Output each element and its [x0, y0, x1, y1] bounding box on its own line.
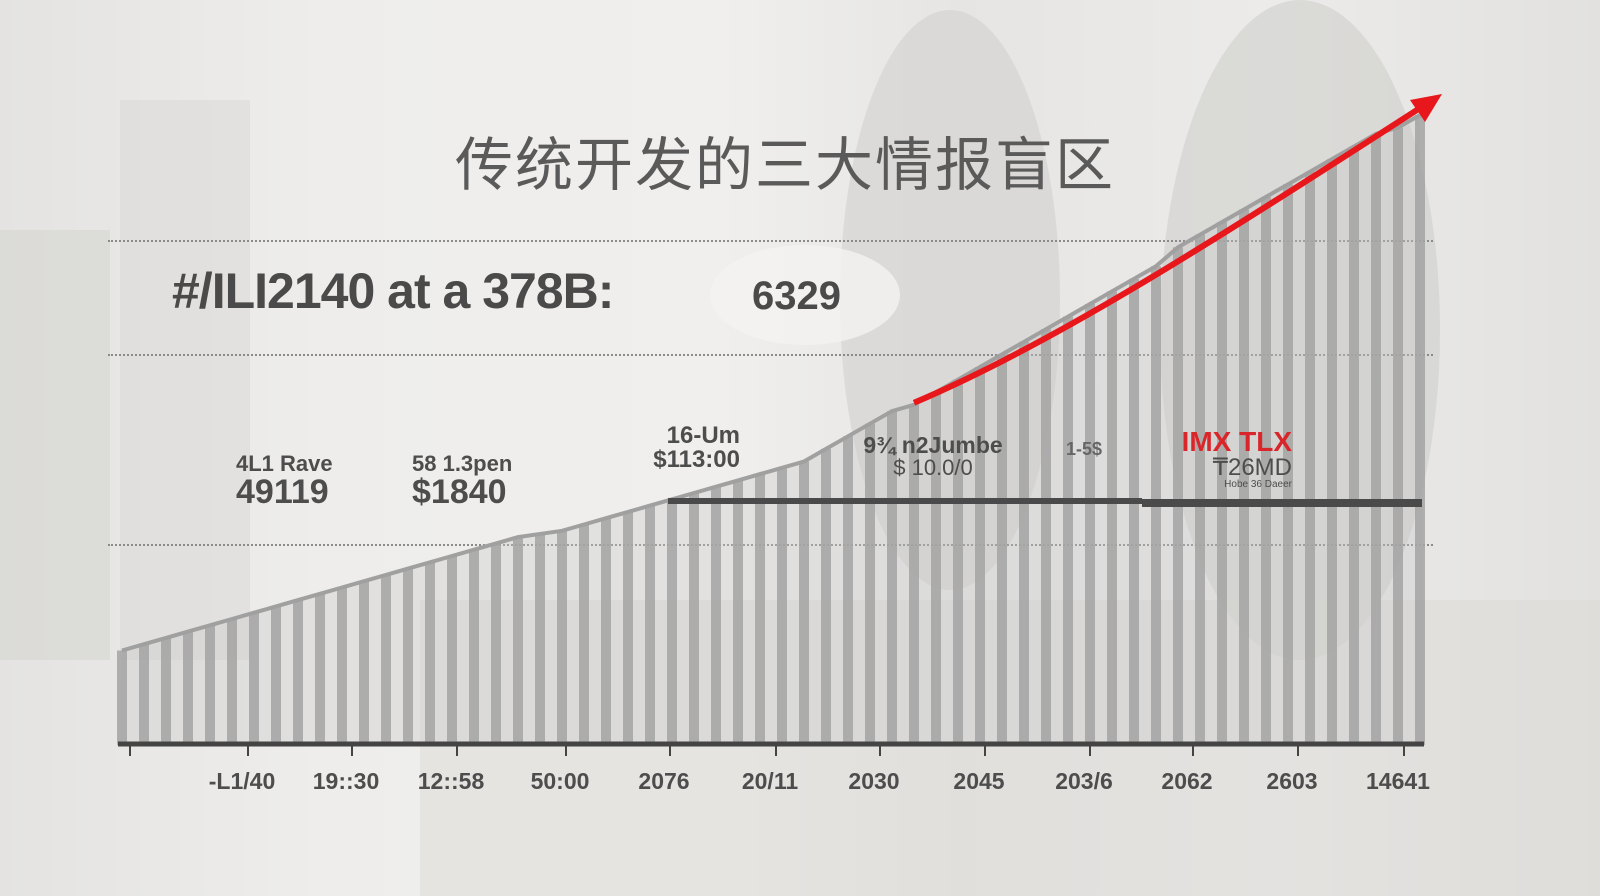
- bar-top-outline: [121, 113, 1421, 653]
- annotation-label: 16-Um: [666, 422, 740, 449]
- x-tick-label: 2045: [953, 768, 1005, 794]
- bar: [337, 587, 347, 745]
- bar: [117, 650, 127, 745]
- bar: [667, 499, 677, 745]
- bar: [865, 423, 875, 745]
- bar: [491, 543, 501, 745]
- annotation-1: 4L1 Rave 49119: [236, 451, 333, 511]
- bar: [1107, 291, 1117, 745]
- bar: [161, 637, 171, 745]
- annotation-value: $113:00: [653, 446, 740, 473]
- bar: [601, 518, 611, 745]
- bar: [975, 367, 985, 745]
- bar: [513, 537, 523, 745]
- bar: [249, 612, 259, 745]
- annotation-6: IMX TLX ₸26MD Hobe 36 Daeer: [1160, 428, 1292, 490]
- grid-line: [108, 240, 1433, 242]
- grid-line: [108, 354, 1433, 356]
- bar: [755, 474, 765, 745]
- bar: [645, 505, 655, 745]
- bar: [557, 530, 567, 745]
- bar: [293, 600, 303, 745]
- x-tick-label: 203/6: [1055, 768, 1113, 794]
- bar: [183, 631, 193, 745]
- bar: [1129, 278, 1139, 745]
- annotation-2: 58 1.3pen $1840: [412, 451, 513, 511]
- bar: [623, 511, 633, 745]
- annotation-3: 16-Um $113:00: [638, 424, 740, 472]
- bar: [403, 568, 413, 745]
- annotation-sub: Hobe 36 Daeer: [1224, 479, 1292, 490]
- bar: [1173, 247, 1183, 746]
- bar: [469, 549, 479, 745]
- bar: [271, 606, 281, 745]
- bar: [315, 593, 325, 745]
- bar: [1041, 329, 1051, 745]
- annotation-label: 58 1.3pen: [412, 451, 513, 476]
- bar: [535, 533, 545, 745]
- bar: [139, 644, 149, 745]
- bar: [1063, 316, 1073, 745]
- bar: [799, 461, 809, 745]
- bar: [1261, 196, 1271, 745]
- annotation-value: 49119: [236, 473, 329, 511]
- bar: [1305, 171, 1315, 745]
- bar: [1085, 304, 1095, 745]
- bar: [997, 354, 1007, 745]
- bar: [1371, 133, 1381, 745]
- bar: [425, 562, 435, 745]
- x-tick-label: 2062: [1161, 768, 1213, 794]
- bar: [843, 436, 853, 745]
- bar-area: [118, 115, 1424, 745]
- bar: [1327, 159, 1337, 746]
- bar: [887, 411, 897, 745]
- bar: [447, 556, 457, 745]
- trend-arrow-line: [912, 105, 1422, 406]
- bar: [1217, 222, 1227, 746]
- x-tick-label: 12::58: [417, 768, 485, 794]
- annotation-5: 1-5$: [1066, 439, 1103, 459]
- x-tick-label: 2076: [638, 768, 690, 794]
- bar: [777, 467, 787, 745]
- annotation-label: IMX TLX: [1181, 426, 1292, 457]
- bar: [227, 619, 237, 745]
- bar: [711, 486, 721, 745]
- bar: [909, 404, 919, 745]
- x-tick-label: 20/11: [741, 768, 799, 794]
- bar: [381, 574, 391, 745]
- bar: [579, 524, 589, 745]
- headline-value: 6329: [752, 274, 841, 318]
- trend-arrow-head: [1410, 94, 1442, 122]
- annotation-value: $ 10.0/0: [893, 455, 973, 480]
- bar: [359, 581, 369, 745]
- annotation-value: $1840: [412, 473, 507, 511]
- bar: [689, 493, 699, 745]
- bar: [205, 625, 215, 745]
- chart-title: 传统开发的三大情报盲区: [454, 131, 1115, 199]
- x-tick-label: 14641: [1366, 768, 1430, 794]
- headline-text: #/ILI2140 at a 378B:: [172, 263, 614, 319]
- bar: [733, 480, 743, 745]
- bar: [1283, 184, 1293, 746]
- x-tick-label: 50:00: [530, 768, 590, 794]
- bar: [931, 392, 941, 745]
- bar: [953, 379, 963, 745]
- annotation-label: 9¾ n2Jumbe: [863, 432, 1003, 458]
- annotation-label: 4L1 Rave: [236, 451, 333, 476]
- x-tick-label: 2603: [1266, 768, 1318, 794]
- bar: [1239, 209, 1249, 745]
- x-tick-label: 2030: [848, 768, 900, 794]
- annotation-value: ₸26MD: [1212, 454, 1292, 481]
- bar: [1019, 341, 1029, 745]
- bar: [1415, 115, 1425, 745]
- bar: [821, 448, 831, 745]
- bar: [1393, 127, 1403, 746]
- x-tick-label: 19::30: [312, 768, 380, 794]
- bar: [1349, 146, 1359, 745]
- annotation-4: 9¾ n2Jumbe $ 10.0/0: [858, 434, 1008, 479]
- x-tick-label: -L1/40: [208, 768, 276, 794]
- bar: [1195, 234, 1205, 745]
- grid-line: [108, 544, 1433, 546]
